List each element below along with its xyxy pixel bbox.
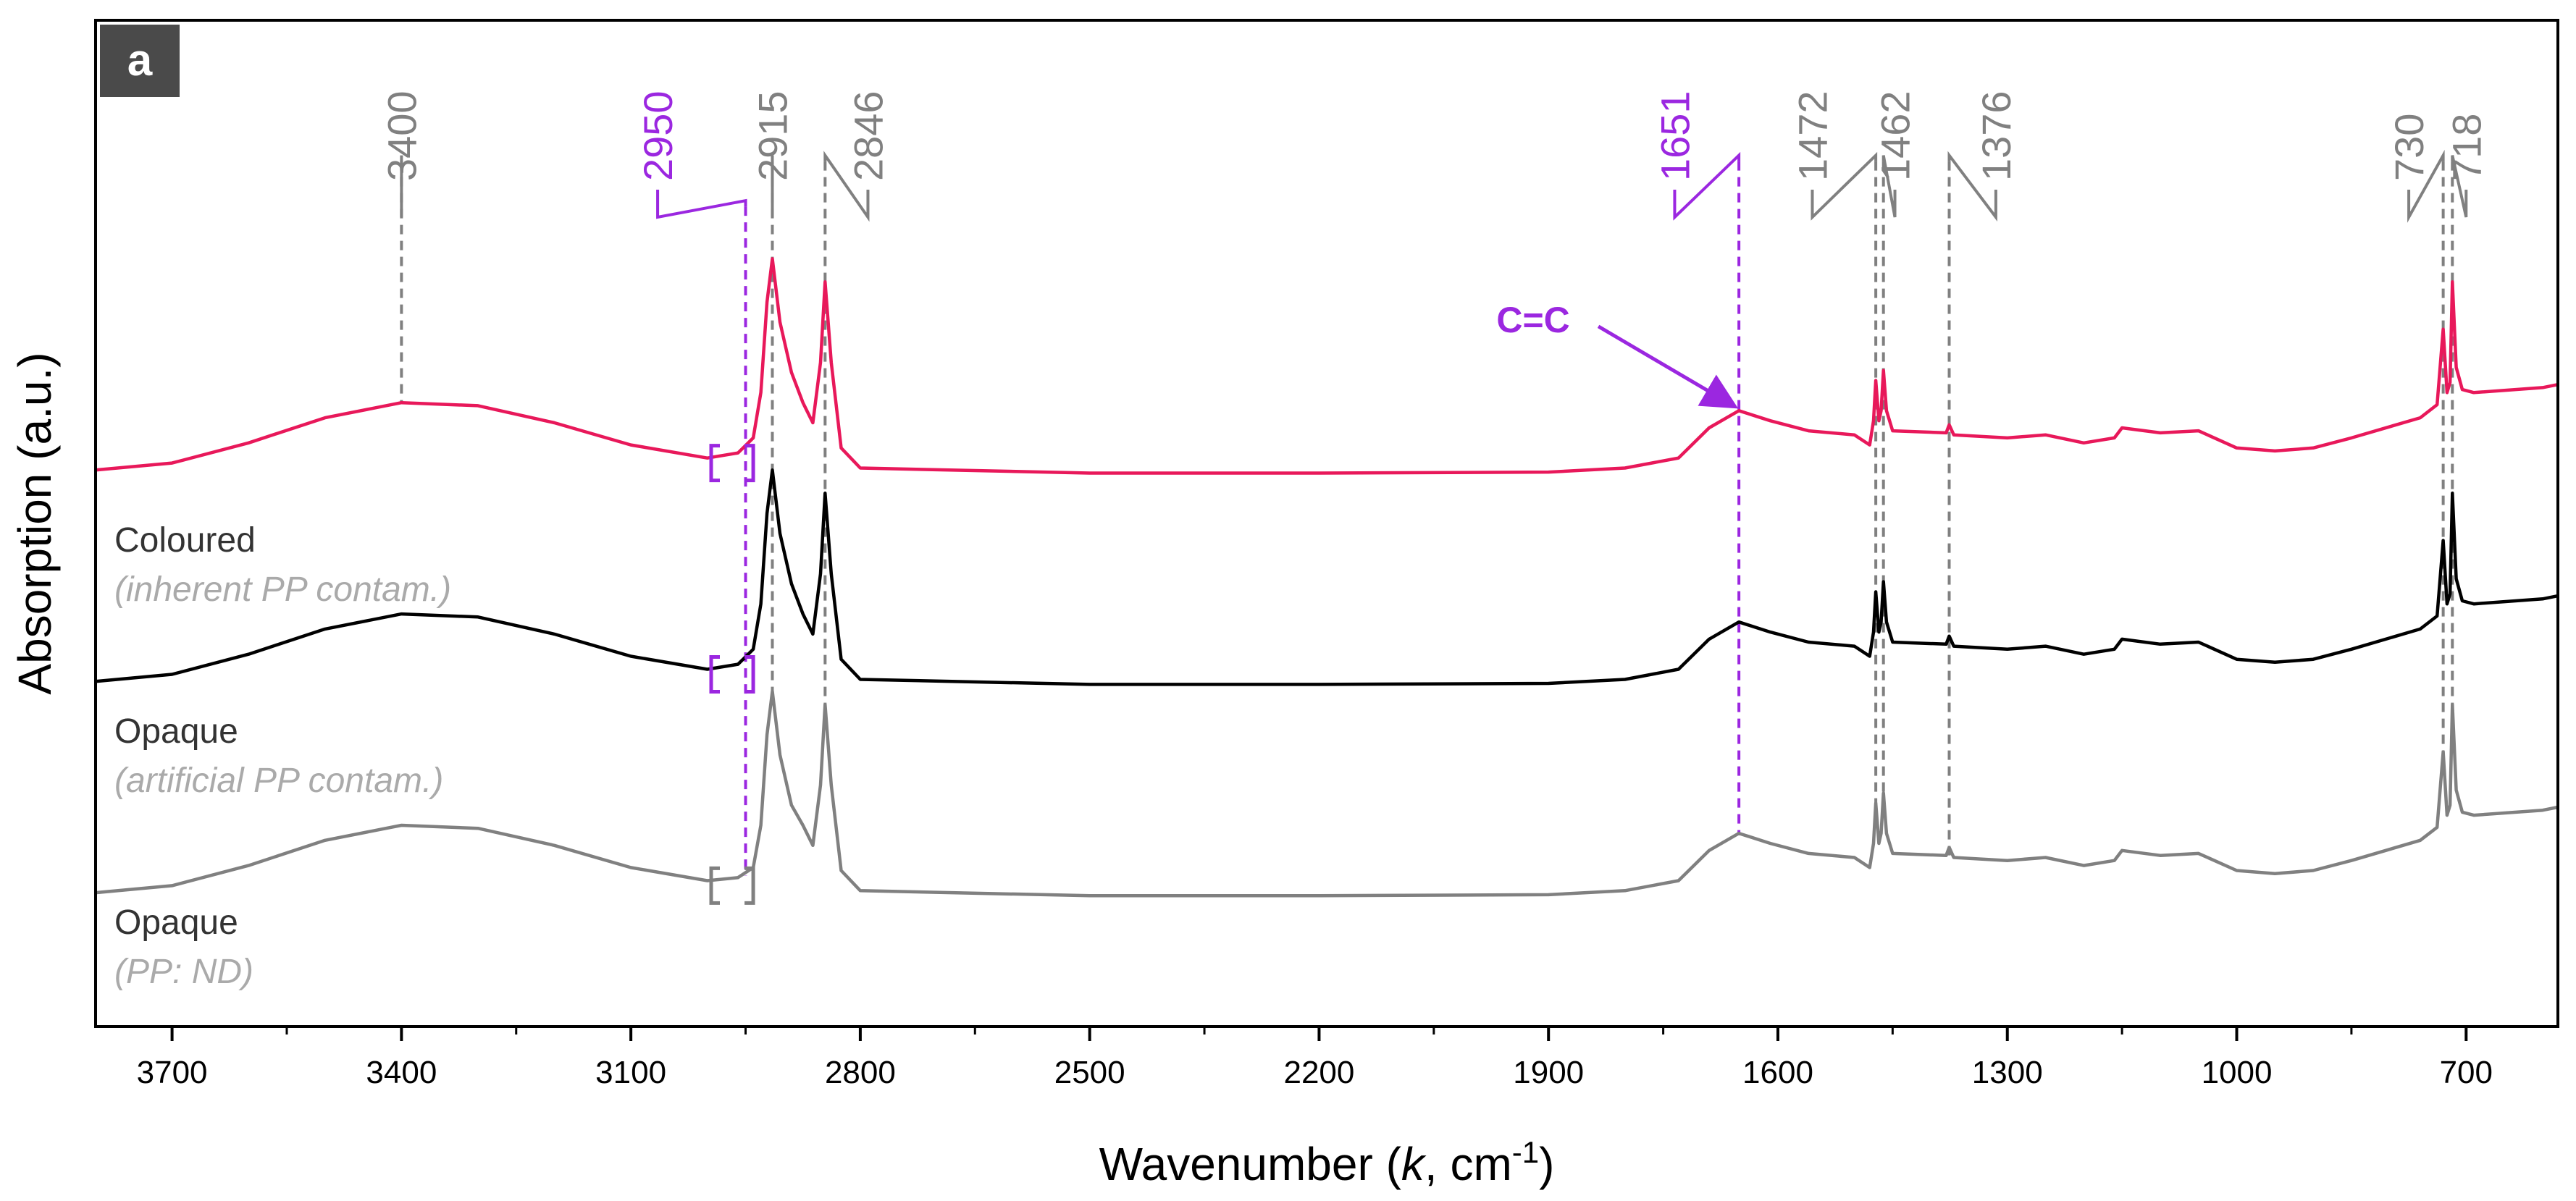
spectra-series — [95, 257, 2559, 898]
peak-label-2846: 2846 — [845, 90, 891, 181]
plot-frame — [94, 19, 2559, 1028]
x-tick-label-1600: 1600 — [1742, 1055, 1813, 1090]
guide-connector-730 — [2407, 149, 2445, 223]
panel-label: a — [127, 35, 153, 85]
series-name-0: Coloured — [114, 521, 256, 560]
annotations: C=C — [1496, 300, 1739, 409]
peak-label-1462: 1462 — [1873, 90, 1918, 181]
bracket-left-1 — [709, 655, 720, 694]
series-line-1 — [95, 468, 2559, 686]
guide-connector-1651 — [1673, 151, 1741, 221]
guide-connector-2846 — [823, 151, 870, 222]
axes: 3700 3400 3100 2800 2500 2200 1900 1600 1300 1000… — [137, 1027, 2493, 1090]
y-axis-title: Absorption (a.u.) — [9, 352, 61, 694]
peak-labels: 3400 2950 2915 2846 1651 1472 1462 1376 730 718 — [379, 90, 2489, 181]
x-tick-label-2500: 2500 — [1054, 1055, 1125, 1090]
annotation-text-0: C=C — [1496, 300, 1569, 340]
peak-label-1376: 1376 — [1973, 90, 2019, 181]
peak-label-718: 718 — [2443, 114, 2489, 181]
peak-label-2915: 2915 — [750, 90, 795, 181]
x-axis-title: Wavenumber (k, cm-1) — [1099, 1135, 1555, 1190]
guide-connector-1376 — [1947, 151, 1997, 222]
series-note-2: (PP: ND) — [114, 953, 253, 991]
x-tick-label-1000: 1000 — [2202, 1055, 2273, 1090]
x-tick-label-1900: 1900 — [1513, 1055, 1584, 1090]
x-tick-label-1300: 1300 — [1972, 1055, 2043, 1090]
panel-badge: a — [100, 25, 180, 97]
peak-guide-lines — [400, 149, 2468, 876]
x-tick-label-2800: 2800 — [825, 1055, 896, 1090]
bracket-left-0 — [709, 444, 720, 483]
bracket-markers — [709, 444, 755, 905]
peak-label-3400: 3400 — [379, 90, 424, 181]
series-note-0: (inherent PP contam.) — [114, 570, 451, 609]
x-tick-label-700: 700 — [2440, 1055, 2493, 1090]
series-labels: Coloured (inherent PP contam.) Opaque (arti… — [114, 521, 451, 991]
x-tick-label-3400: 3400 — [366, 1055, 437, 1090]
x-tick-label-3100: 3100 — [595, 1055, 666, 1090]
bracket-right-2 — [744, 866, 755, 905]
bracket-right-0 — [744, 444, 755, 483]
peak-label-730: 730 — [2386, 114, 2432, 181]
peak-label-1651: 1651 — [1652, 90, 1698, 181]
series-name-2: Opaque — [114, 903, 238, 942]
series-name-1: Opaque — [114, 712, 238, 751]
guide-connector-718 — [2451, 155, 2468, 218]
x-tick-label-2200: 2200 — [1283, 1055, 1354, 1090]
bracket-left-2 — [709, 866, 720, 905]
peak-label-2950: 2950 — [635, 90, 681, 181]
series-line-0 — [95, 257, 2559, 475]
bracket-right-1 — [744, 655, 755, 694]
series-line-2 — [95, 689, 2559, 898]
x-tick-label-3700: 3700 — [137, 1055, 208, 1090]
guide-connector-1462 — [1881, 155, 1897, 218]
guide-connector-2950 — [656, 190, 747, 219]
series-note-1: (artificial PP contam.) — [114, 762, 443, 800]
annotation-arrow-0 — [1597, 324, 1739, 409]
guide-connector-1472 — [1811, 151, 1878, 221]
peak-label-1472: 1472 — [1790, 90, 1835, 181]
